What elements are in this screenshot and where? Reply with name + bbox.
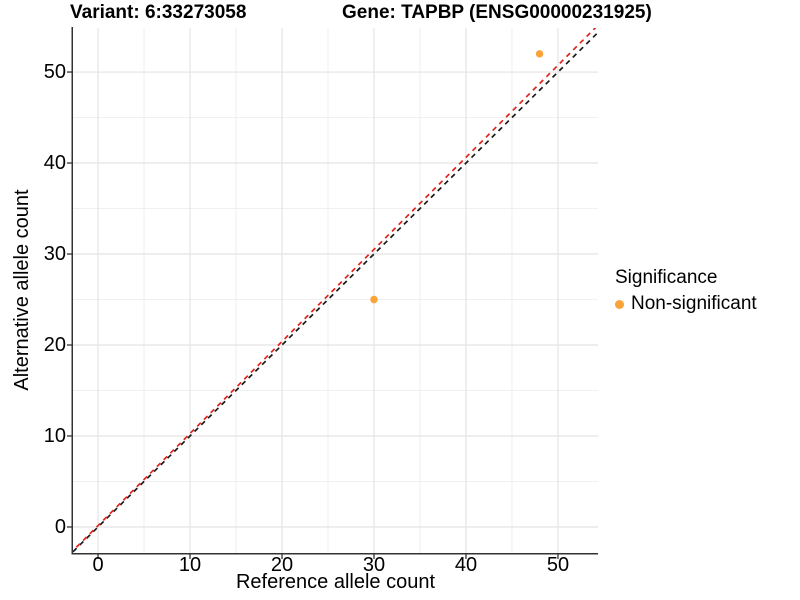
y-tick-label: 40	[43, 152, 66, 175]
data-point	[370, 295, 378, 304]
legend-item-label: Non-significant	[631, 293, 757, 314]
plot-title-gene: Gene: TAPBP (ENSG00000231925)	[342, 2, 652, 23]
y-tick-label: 50	[43, 61, 66, 84]
legend-point-icon	[615, 299, 624, 309]
legend: Significance Non-significant	[615, 266, 757, 315]
fit-line	[73, 28, 597, 552]
x-tick-label: 30	[362, 554, 386, 576]
x-tick-label: 10	[178, 554, 202, 576]
x-tick-label: 0	[92, 554, 104, 576]
x-tick-label: 50	[546, 554, 570, 576]
identity-line	[73, 31, 598, 553]
y-tick-label: 30	[43, 243, 66, 265]
y-tick-label: 0	[54, 515, 66, 538]
legend-title: Significance	[615, 267, 718, 288]
plot-title-variant: Variant: 6:33273058	[70, 2, 247, 23]
data-point	[535, 50, 544, 58]
legend-item-non-significant: Non-significant	[615, 293, 757, 315]
x-axis-title: Reference allele count	[235, 571, 435, 593]
y-tick-label: 10	[43, 424, 66, 447]
y-tick-label: 20	[43, 334, 66, 356]
x-tick-label: 40	[454, 554, 478, 576]
x-tick-label: 20	[270, 554, 294, 576]
